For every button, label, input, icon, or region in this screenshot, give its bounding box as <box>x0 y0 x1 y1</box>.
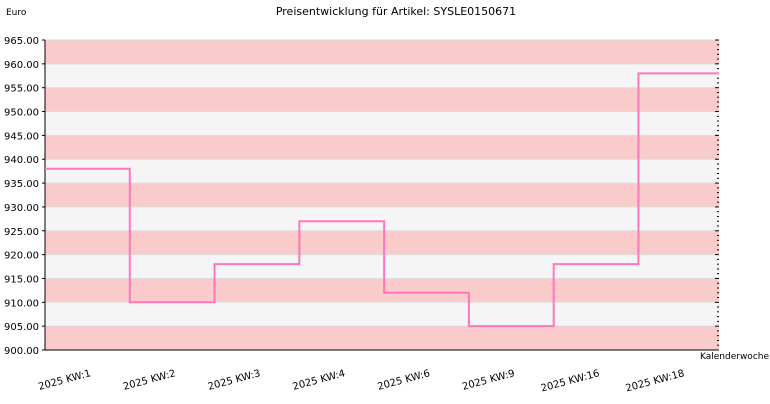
y-tick-label: 925.00 <box>4 227 39 238</box>
band <box>45 326 719 350</box>
band <box>45 302 719 327</box>
y-tick-label: 955.00 <box>4 84 39 95</box>
y-tick-labels: 900.00 905.00 910.00 915.00 920.00 925.00 930.… <box>4 36 45 357</box>
band <box>45 87 719 112</box>
band <box>45 159 719 184</box>
band <box>45 230 719 255</box>
y-tick-label: 910.00 <box>4 298 39 309</box>
band <box>45 278 719 303</box>
y-tick-label: 945.00 <box>4 131 39 142</box>
x-tick-label: 2025 KW:2 <box>122 368 177 393</box>
y-tick-label: 960.00 <box>4 60 39 71</box>
band <box>45 183 719 207</box>
band <box>45 40 719 64</box>
chart-title: Preisentwicklung für Artikel: SYSLE01506… <box>276 5 516 18</box>
background-bands <box>45 40 719 350</box>
right-minor-ticks <box>715 39 719 351</box>
y-tick-label: 950.00 <box>4 108 39 119</box>
x-tick-label: 2025 KW:18 <box>625 368 686 394</box>
x-tick-label: 2025 KW:4 <box>292 368 347 393</box>
x-tick-label: 2025 KW:9 <box>461 368 516 393</box>
y-tick-label: 940.00 <box>4 155 39 166</box>
y-axis-label: Euro <box>6 8 27 18</box>
x-tick-label: 2025 KW:6 <box>376 368 431 393</box>
y-tick-label: 915.00 <box>4 274 39 285</box>
y-tick-label: 900.00 <box>4 346 39 357</box>
band <box>45 254 719 279</box>
y-tick-label: 965.00 <box>4 36 39 47</box>
y-tick-label: 920.00 <box>4 251 39 262</box>
price-step-line <box>45 72 719 328</box>
y-tick-label: 905.00 <box>4 322 39 333</box>
x-tick-label: 2025 KW:3 <box>207 368 262 393</box>
band <box>45 206 719 231</box>
y-tick-label: 935.00 <box>4 179 39 190</box>
x-tick-labels: 2025 KW:1 2025 KW:2 2025 KW:3 2025 KW:4 2025… <box>37 368 685 394</box>
band <box>45 135 719 160</box>
band <box>45 111 719 136</box>
band <box>45 63 719 88</box>
gridlines <box>45 39 719 351</box>
x-tick-label: 2025 KW:16 <box>540 368 601 394</box>
y-tick-label: 930.00 <box>4 203 39 214</box>
x-axis-label: Kalenderwoche <box>700 352 769 362</box>
x-tick-label: 2025 KW:1 <box>37 368 92 393</box>
